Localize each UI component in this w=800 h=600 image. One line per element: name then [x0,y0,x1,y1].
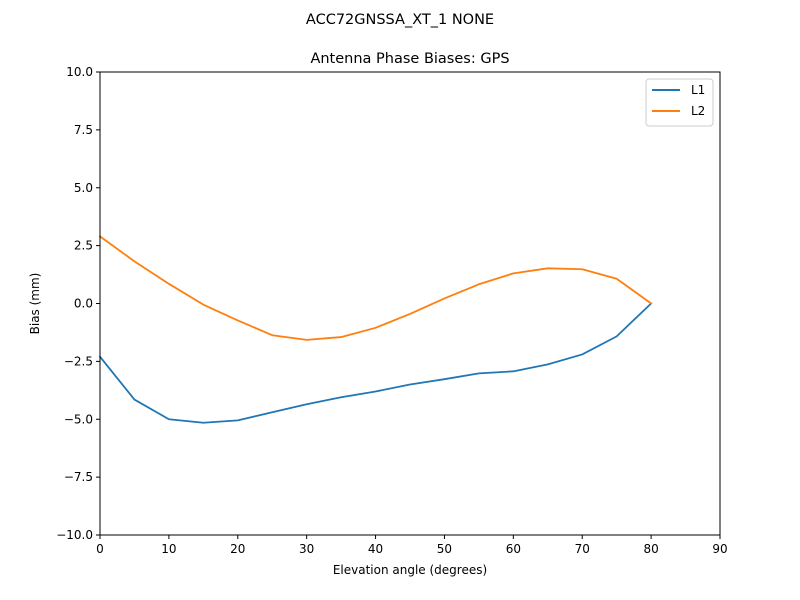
y-tick-label: −10.0 [56,528,93,542]
y-axis-ticks: −10.0 −7.5 −5.0 −2.5 0.0 2.5 5.0 7.5 10.0 [56,65,100,542]
x-axis-ticks: 0 10 20 30 40 50 60 70 80 90 [96,535,728,556]
y-tick-label: −5.0 [64,412,93,426]
x-tick-label: 80 [643,542,658,556]
x-tick-label: 10 [161,542,176,556]
figure-suptitle: ACC72GNSSA_XT_1 NONE [306,12,494,28]
y-tick-label: −2.5 [64,354,93,368]
x-tick-label: 90 [712,542,727,556]
legend: L1 L2 [645,78,714,127]
x-tick-label: 60 [506,542,521,556]
legend-label-l1: L1 [691,83,705,97]
x-tick-label: 50 [437,542,452,556]
y-tick-label: 10.0 [66,65,93,79]
chart-title: Antenna Phase Biases: GPS [310,51,509,67]
y-axis-label: Bias (mm) [28,273,42,335]
y-tick-label: 7.5 [74,123,93,137]
x-tick-label: 0 [96,542,104,556]
x-tick-label: 30 [299,542,314,556]
series-line-l1 [98,302,653,424]
y-tick-label: 0.0 [74,297,93,311]
legend-label-l2: L2 [691,104,705,118]
y-tick-label: 5.0 [74,181,93,195]
series-line-l2 [98,235,653,341]
x-tick-label: 70 [575,542,590,556]
x-tick-label: 40 [368,542,383,556]
x-axis-label: Elevation angle (degrees) [333,563,487,577]
series-layer [98,235,653,424]
y-tick-label: 2.5 [74,239,93,253]
x-tick-label: 20 [230,542,245,556]
y-tick-label: −7.5 [64,470,93,484]
